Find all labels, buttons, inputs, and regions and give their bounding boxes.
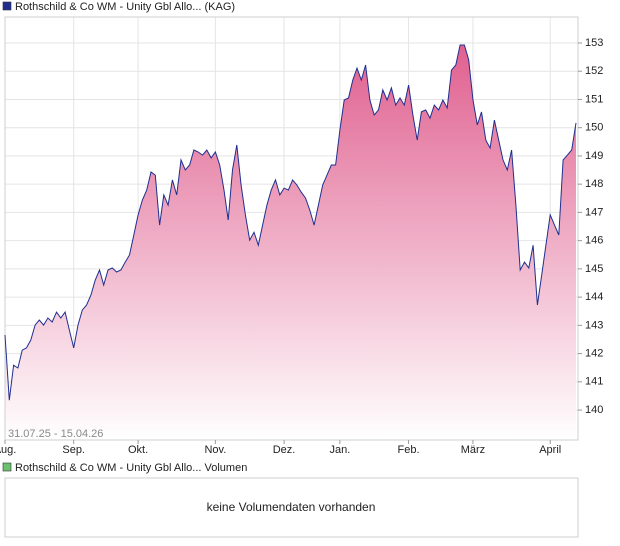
legend-swatch: [2, 462, 12, 472]
y-tick-label: 148: [585, 178, 603, 190]
legend-swatch: [2, 1, 12, 11]
y-tick-label: 140: [585, 404, 603, 416]
x-tick-label: Feb.: [398, 444, 420, 456]
y-tick-label: 151: [585, 93, 603, 105]
y-tick-label: 153: [585, 37, 603, 49]
area-fill: [5, 45, 576, 440]
x-tick-label: Jan.: [329, 444, 350, 456]
y-tick-label: 147: [585, 206, 603, 218]
x-tick-label: Dez.: [273, 444, 296, 456]
y-tick-label: 141: [585, 376, 603, 388]
y-tick-label: 152: [585, 65, 603, 77]
y-tick-label: 144: [585, 291, 603, 303]
x-tick-label: Nov.: [204, 444, 226, 456]
date-range: 31.07.25 - 15.04.26: [8, 428, 103, 440]
price-line: [4, 44, 577, 401]
chart-title: Rothschild & Co WM - Unity Gbl Allo... (…: [15, 1, 235, 13]
x-tick-label: Aug.: [0, 444, 16, 456]
x-tick-label: März: [461, 444, 485, 456]
x-tick-label: April: [539, 444, 561, 456]
y-tick-label: 150: [585, 122, 603, 134]
plot-frame: [4, 16, 579, 441]
volume-title: Rothschild & Co WM - Unity Gbl Allo... V…: [15, 462, 247, 474]
y-tick-label: 145: [585, 263, 603, 275]
x-tick-label: Sep.: [62, 444, 85, 456]
y-tick-label: 142: [585, 347, 603, 359]
x-tick-label: Okt.: [128, 444, 148, 456]
volume-message: keine Volumendaten vorhanden: [207, 500, 376, 514]
y-tick-label: 143: [585, 319, 603, 331]
volume-frame: [4, 477, 579, 538]
y-tick-label: 149: [585, 150, 603, 162]
y-tick-label: 146: [585, 235, 603, 247]
